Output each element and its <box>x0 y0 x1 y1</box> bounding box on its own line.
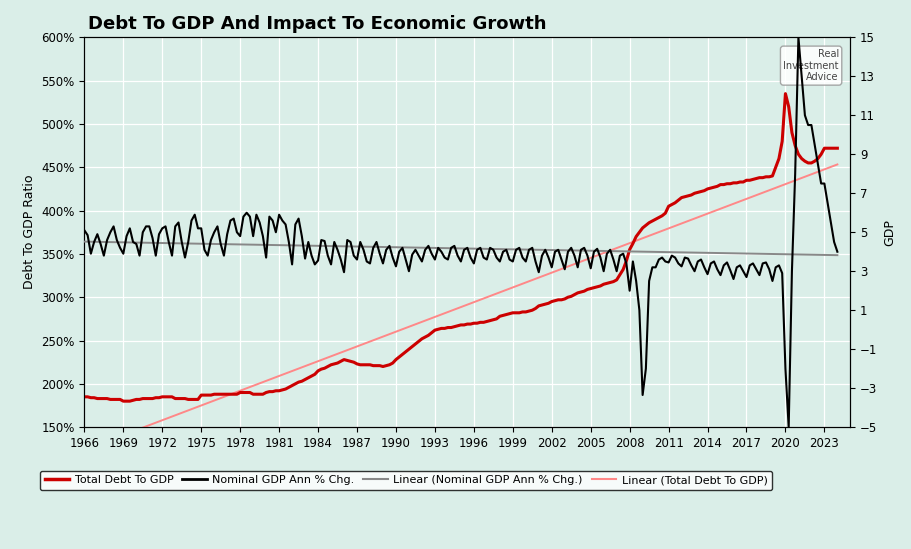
Y-axis label: GDP: GDP <box>883 219 896 246</box>
Text: Debt To GDP And Impact To Economic Growth: Debt To GDP And Impact To Economic Growt… <box>88 15 547 33</box>
Legend: Total Debt To GDP, Nominal GDP Ann % Chg., Linear (Nominal GDP Ann % Chg.), Line: Total Debt To GDP, Nominal GDP Ann % Chg… <box>40 471 772 490</box>
Text: Real
Investment
Advice: Real Investment Advice <box>783 49 839 82</box>
Y-axis label: Debt To GDP Ratio: Debt To GDP Ratio <box>23 175 36 289</box>
